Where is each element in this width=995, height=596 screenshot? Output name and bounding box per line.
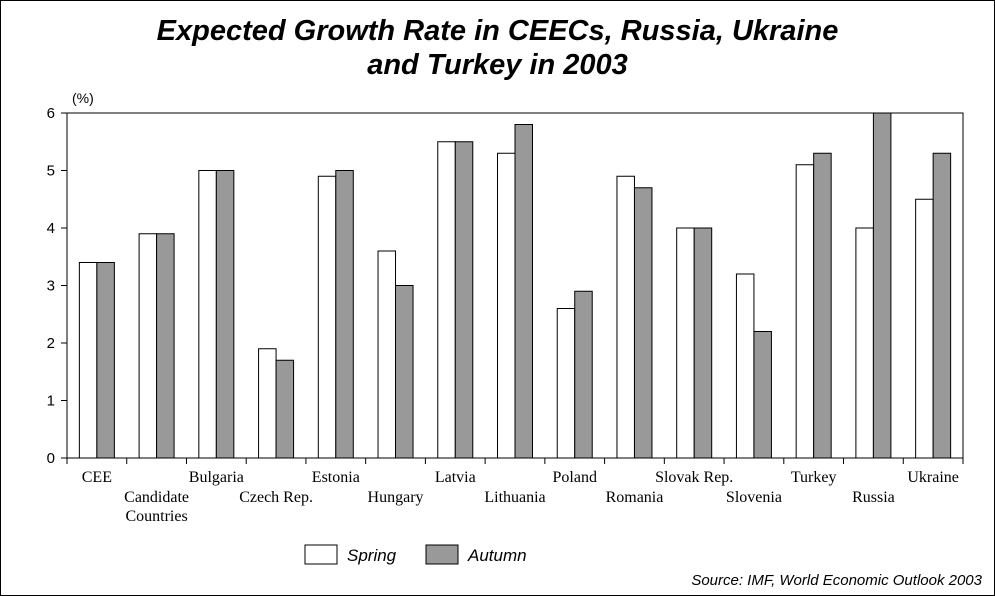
bar-autumn [514, 124, 533, 459]
x-category-label: CEE [82, 469, 112, 486]
bar-autumn [813, 152, 832, 459]
chart-title-line2: and Turkey in 2003 [367, 49, 628, 81]
y-tick-label: 4 [47, 220, 55, 237]
bar-spring [78, 262, 98, 459]
bar-autumn [454, 141, 474, 459]
bar-spring [556, 308, 576, 459]
x-category-label: Latvia [435, 469, 476, 486]
x-category-label: Slovenia [726, 489, 782, 506]
x-category-label: Lithuania [484, 489, 545, 506]
legend-swatch-spring [304, 544, 338, 565]
x-category-label: Czech Rep. [239, 489, 313, 506]
chart-title-line1: Expected Growth Rate in CEECs, Russia, U… [156, 15, 839, 47]
bar-spring [138, 233, 158, 459]
bar-spring [735, 273, 755, 459]
source-note: Source: IMF, World Economic Outlook 2003 [691, 572, 982, 589]
y-tick-label: 2 [47, 335, 55, 352]
x-category-label: Estonia [312, 469, 360, 486]
x-category-label: Slovak Rep. [655, 469, 733, 486]
y-tick-label: 5 [47, 163, 55, 180]
y-tick-label: 6 [47, 105, 55, 122]
x-category-label: Romania [606, 489, 664, 506]
x-category-label: Russia [852, 489, 895, 506]
bar-autumn [633, 187, 653, 459]
x-category-label: Bulgaria [189, 469, 244, 486]
bar-autumn [96, 262, 115, 459]
x-category-label: Hungary [368, 489, 424, 506]
bar-autumn [753, 331, 772, 459]
bar-autumn [215, 170, 235, 459]
x-category-label: Ukraine [907, 469, 959, 486]
bar-spring [676, 227, 695, 459]
x-category-label: Poland [553, 469, 597, 486]
bar-spring [497, 152, 516, 459]
bar-autumn [574, 290, 593, 459]
legend-swatch-autumn [425, 544, 459, 565]
y-tick-label: 0 [47, 450, 55, 467]
bar-autumn [693, 227, 713, 459]
y-unit-label: (%) [72, 90, 94, 106]
chart-title: Expected Growth Rate in CEECs, Russia, U… [0, 14, 995, 82]
bar-spring [855, 227, 874, 459]
bar-autumn [932, 152, 952, 459]
bar-spring [317, 175, 337, 459]
bar-spring [258, 348, 277, 459]
bar-autumn [395, 285, 414, 459]
x-category-label: Countries [125, 508, 187, 525]
bar-spring [198, 170, 217, 459]
legend-label-autumn: Autumn [467, 546, 527, 565]
bar-autumn [872, 112, 892, 459]
legend-label-spring: Spring [347, 546, 397, 565]
y-tick-label: 3 [47, 278, 55, 295]
x-category-label: Turkey [791, 469, 837, 486]
bar-spring [915, 198, 934, 459]
bar-spring [616, 175, 635, 459]
y-tick-label: 1 [47, 393, 55, 410]
bar-spring [377, 250, 397, 459]
bar-autumn [275, 359, 295, 459]
bar-autumn [156, 233, 175, 459]
x-category-label: Candidate [124, 489, 189, 506]
bar-autumn [335, 170, 354, 459]
bar-spring [437, 141, 456, 459]
bar-spring [795, 164, 815, 459]
